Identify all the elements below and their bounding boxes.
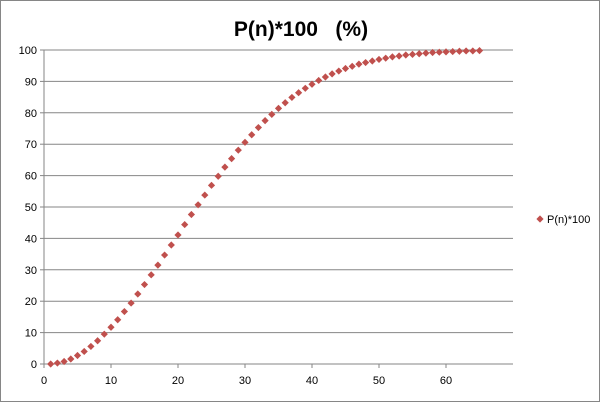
data-point xyxy=(241,138,249,146)
x-tick-label-30: 30 xyxy=(239,375,251,387)
data-point xyxy=(147,271,155,279)
data-point xyxy=(315,76,323,85)
data-point xyxy=(382,54,390,62)
data-point xyxy=(127,299,135,307)
y-tick-label-0: 0 xyxy=(31,359,37,371)
data-point xyxy=(67,355,75,363)
chart-title: P(n)*100 (%) xyxy=(234,18,368,41)
data-point xyxy=(161,251,169,259)
data-point xyxy=(80,347,88,356)
data-point xyxy=(228,155,236,163)
data-point xyxy=(47,360,55,368)
data-point xyxy=(415,50,423,58)
data-point xyxy=(114,316,122,324)
data-point xyxy=(435,48,443,56)
y-tick-label-20: 20 xyxy=(25,296,37,308)
data-point xyxy=(288,93,296,102)
data-point xyxy=(214,172,222,180)
data-point xyxy=(154,261,162,269)
data-point xyxy=(87,342,95,351)
x-tick-label-0: 0 xyxy=(41,375,47,387)
data-point xyxy=(221,163,229,171)
x-tick-label-40: 40 xyxy=(306,375,318,387)
x-tick-label-50: 50 xyxy=(373,375,385,387)
data-point xyxy=(422,49,430,57)
data-point xyxy=(248,131,256,139)
data-point xyxy=(402,51,410,59)
data-point xyxy=(140,280,149,289)
gridlines xyxy=(44,49,513,334)
data-point xyxy=(395,52,403,60)
data-point xyxy=(134,290,142,298)
data-point xyxy=(388,53,396,61)
y-tick-label-60: 60 xyxy=(25,171,37,183)
data-point xyxy=(328,70,336,78)
legend-label: P(n)*100 xyxy=(547,214,590,226)
data-point xyxy=(462,47,470,55)
data-point xyxy=(261,117,269,125)
data-point xyxy=(167,241,175,249)
data-point xyxy=(73,351,82,360)
x-tick-label-20: 20 xyxy=(172,375,184,387)
data-point xyxy=(475,47,484,55)
data-point xyxy=(355,60,363,68)
data-point xyxy=(301,84,309,92)
data-point xyxy=(194,201,202,209)
data-point xyxy=(53,359,61,367)
x-tick-label-10: 10 xyxy=(105,375,117,387)
data-point xyxy=(408,50,417,58)
y-tick-label-80: 80 xyxy=(25,108,37,120)
data-point xyxy=(94,337,102,345)
y-tick-label-50: 50 xyxy=(25,202,37,214)
data-point xyxy=(429,48,437,57)
x-axis-ticks: 0 10 20 30 40 50 60 xyxy=(41,364,452,387)
data-point xyxy=(60,357,68,366)
data-point xyxy=(100,330,108,338)
data-point xyxy=(308,80,316,88)
y-axis-ticks: 0 10 20 30 40 50 60 70 80 90 100 xyxy=(19,45,44,371)
data-point xyxy=(341,64,350,73)
legend-marker xyxy=(536,215,544,223)
data-point xyxy=(449,47,457,56)
data-point xyxy=(321,73,329,81)
data-point xyxy=(375,55,383,64)
y-tick-label-10: 10 xyxy=(25,328,37,340)
data-point xyxy=(274,104,283,113)
data-point xyxy=(181,220,189,229)
data-point xyxy=(295,89,303,97)
data-point xyxy=(335,67,343,75)
data-points xyxy=(47,47,484,368)
data-point xyxy=(268,110,276,118)
data-point xyxy=(442,48,450,56)
data-point xyxy=(207,181,216,189)
data-point xyxy=(469,47,477,55)
data-point xyxy=(362,58,370,67)
x-tick-label-60: 60 xyxy=(440,375,452,387)
data-point xyxy=(281,99,289,107)
y-tick-label-30: 30 xyxy=(25,265,37,277)
data-point xyxy=(348,62,356,70)
data-point xyxy=(201,191,209,199)
data-point xyxy=(455,47,463,55)
y-tick-label-100: 100 xyxy=(19,45,37,57)
data-point xyxy=(174,231,182,239)
data-point xyxy=(120,307,128,316)
data-point xyxy=(187,210,195,219)
data-point xyxy=(254,123,262,132)
y-tick-label-90: 90 xyxy=(25,76,37,88)
data-point xyxy=(368,57,376,65)
y-tick-label-40: 40 xyxy=(25,233,37,245)
data-point xyxy=(234,146,242,154)
y-tick-label-70: 70 xyxy=(25,139,37,151)
data-point xyxy=(107,323,115,331)
legend: P(n)*100 xyxy=(536,214,590,226)
